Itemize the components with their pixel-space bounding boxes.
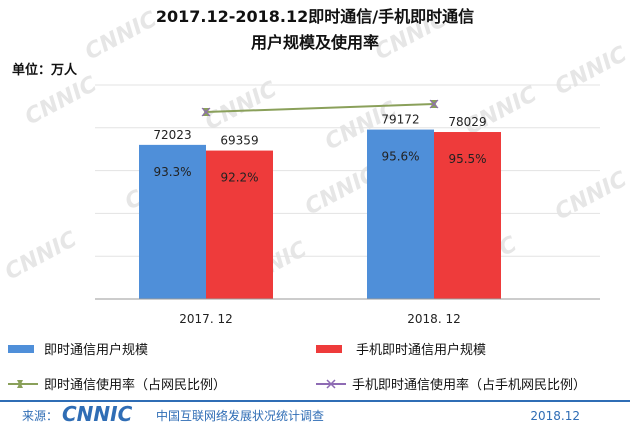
watermark: CNNIC [551,42,630,100]
bar-value-label: 78029 [448,115,486,129]
watermark: CNNIC [1,227,81,285]
bar-mobile-im-users [434,132,501,299]
bars [139,129,501,299]
mobile-im-rate-marker [429,99,439,109]
bar-value-label: 72023 [153,128,191,142]
chart-title-line-1: 2017.12-2018.12即时通信/手机即时通信 [156,7,474,26]
footer-source-label: 来源： [22,409,58,423]
legend-swatch-mobile-im-rate-marker [326,379,336,389]
rate-lines [201,99,439,117]
mobile-im-rate-marker [201,107,211,117]
chart-title-line-2: 用户规模及使用率 [251,33,379,52]
legend-swatch-im-users [8,345,34,353]
value-labels: 72023 93.3% 69359 92.2% 79172 95.6% 78029 95.5% [153,113,486,185]
legend-label-im-rate: 即时通信使用率（占网民比例） [44,377,226,393]
rate-value-label: 93.3% [153,165,191,179]
legend-label-mobile-im-rate: 手机即时通信使用率（占手机网民比例） [352,377,586,393]
footer-date: 2018.12 [530,409,580,423]
footer-brand-logo: CNNIC [62,402,133,426]
rate-value-label: 95.5% [448,152,486,166]
x-tick-label: 2018. 12 [407,312,460,326]
legend-label-mobile-im-users: 手机即时通信用户规模 [356,342,486,358]
watermark: CNNIC [461,82,541,140]
rate-value-label: 95.6% [381,150,419,164]
bar-value-label: 79172 [381,113,419,127]
rate-value-label: 92.2% [220,171,258,185]
x-tick-label: 2017. 12 [179,312,232,326]
bar-value-label: 69359 [220,134,258,148]
unit-label: 单位：万人 [12,62,78,78]
watermark: CNNIC [21,72,101,130]
watermark: CNNIC [551,167,630,225]
bar-mobile-im-users [206,150,273,299]
legend-swatch-mobile-im-users [316,345,342,353]
x-tick-labels: 2017. 12 2018. 12 [179,312,460,326]
legend-label-im-users: 即时通信用户规模 [44,342,148,358]
bar-im-users [367,129,434,299]
legend: 即时通信用户规模 手机即时通信用户规模 即时通信使用率（占网民比例） 手机即时通… [8,342,586,393]
footer-org: 中国互联网络发展状况统计调查 [156,408,324,423]
bar-im-users [139,144,206,299]
footer: 来源： CNNIC 中国互联网络发展状况统计调查 2018.12 [0,400,630,426]
watermark: CNNIC [81,7,161,65]
footer-rule [0,400,630,402]
watermark: CNNIC [201,77,281,135]
im-rate-line [205,103,435,113]
legend-swatch-im-rate-marker [17,380,23,388]
